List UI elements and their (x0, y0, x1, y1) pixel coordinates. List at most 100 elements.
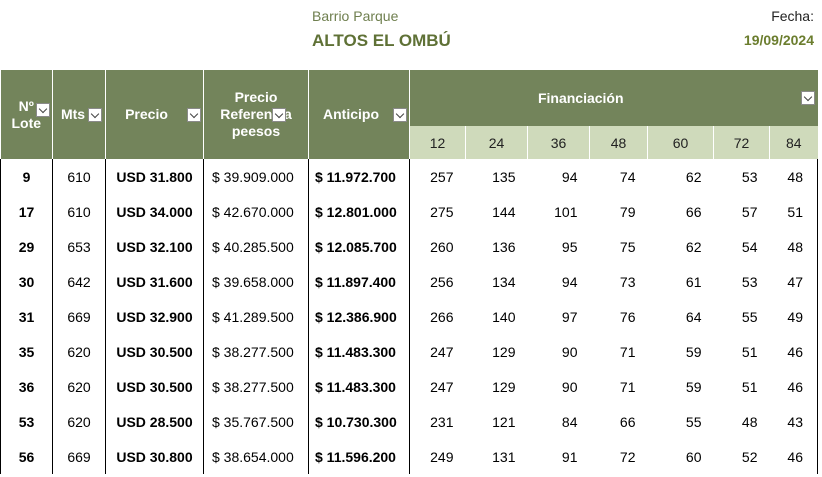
cell-precio: USD 28.500 (105, 404, 204, 439)
filter-dropdown-icon[interactable] (36, 103, 50, 117)
col-header-cuota-12: 12 (409, 126, 466, 159)
cell-cuota: 71 (589, 369, 648, 404)
col-header-anticipo: Anticipo (308, 70, 410, 159)
date-label: Fecha: (771, 8, 814, 24)
filter-dropdown-icon[interactable] (800, 91, 815, 105)
cell-mts: 669 (52, 439, 106, 474)
cell-cuota: 57 (713, 194, 770, 229)
cell-cuota: 247 (409, 334, 466, 369)
table-row: 17 610 USD 34.000 $ 42.670.000 $ 12.801.… (0, 194, 818, 229)
cell-cuota: 266 (409, 299, 466, 334)
cell-precio: USD 31.600 (105, 264, 204, 299)
cell-cuota: 62 (647, 229, 714, 264)
cell-lote: 30 (0, 264, 53, 299)
col-header-cuota-24: 24 (465, 126, 528, 159)
col-header-cuota-36: 36 (527, 126, 590, 159)
cell-cuota: 136 (465, 229, 528, 264)
cell-anticipo: $ 11.897.400 (308, 264, 410, 299)
cell-cuota: 60 (647, 439, 714, 474)
table-row: 56 669 USD 30.800 $ 38.654.000 $ 11.596.… (0, 439, 818, 474)
cell-lote: 29 (0, 229, 53, 264)
filter-dropdown-icon[interactable] (187, 108, 201, 122)
cell-cuota: 46 (769, 369, 818, 404)
cell-cuota: 53 (713, 159, 770, 194)
filter-dropdown-icon[interactable] (272, 108, 286, 122)
cell-cuota: 66 (647, 194, 714, 229)
col-header-cuota-48: 48 (589, 126, 648, 159)
filter-dropdown-icon[interactable] (88, 108, 102, 122)
cell-anticipo: $ 12.801.000 (308, 194, 410, 229)
cell-mts: 620 (52, 404, 106, 439)
cell-cuota: 59 (647, 369, 714, 404)
cell-mts: 653 (52, 229, 106, 264)
cell-cuota: 75 (589, 229, 648, 264)
cell-cuota: 64 (647, 299, 714, 334)
cell-cuota: 46 (769, 334, 818, 369)
cell-cuota: 135 (465, 159, 528, 194)
col-header-cuota-72: 72 (713, 126, 770, 159)
cell-cuota: 256 (409, 264, 466, 299)
cell-cuota: 73 (589, 264, 648, 299)
cell-cuota: 76 (589, 299, 648, 334)
cell-cuota: 61 (647, 264, 714, 299)
col-header-precio: Precio (105, 70, 204, 159)
price-table: Nº Lote Mts Precio Precio Referencia pee… (0, 70, 818, 474)
cell-cuota: 51 (769, 194, 818, 229)
table-row: 35 620 USD 30.500 $ 38.277.500 $ 11.483.… (0, 334, 818, 369)
cell-precio: USD 30.500 (105, 369, 204, 404)
cell-precio: USD 32.900 (105, 299, 204, 334)
cell-cuota: 79 (589, 194, 648, 229)
cell-cuota: 51 (713, 334, 770, 369)
cell-cuota: 55 (647, 404, 714, 439)
date-value: 19/09/2024 (743, 32, 814, 48)
col-header-lote-line2: Lote (11, 114, 42, 131)
col-header-referencia-line3: peesos (231, 123, 281, 139)
cell-referencia: $ 40.285.500 (203, 229, 309, 264)
cell-cuota: 90 (527, 334, 590, 369)
cell-cuota: 94 (527, 159, 590, 194)
cell-cuota: 72 (589, 439, 648, 474)
cell-precio: USD 31.800 (105, 159, 204, 194)
cell-cuota: 91 (527, 439, 590, 474)
cell-cuota: 84 (527, 404, 590, 439)
cell-anticipo: $ 11.483.300 (308, 369, 410, 404)
filter-dropdown-icon[interactable] (393, 108, 407, 122)
cell-cuota: 131 (465, 439, 528, 474)
cell-referencia: $ 38.277.500 (203, 334, 309, 369)
cell-lote: 9 (0, 159, 53, 194)
cell-cuota: 48 (769, 229, 818, 264)
cell-cuota: 71 (589, 334, 648, 369)
cell-cuota: 275 (409, 194, 466, 229)
cell-cuota: 95 (527, 229, 590, 264)
col-header-referencia-line1: Precio (234, 89, 278, 105)
cell-lote: 17 (0, 194, 53, 229)
table-row: 36 620 USD 30.500 $ 38.277.500 $ 11.483.… (0, 369, 818, 404)
cell-precio: USD 32.100 (105, 229, 204, 264)
cell-cuota: 101 (527, 194, 590, 229)
cell-cuota: 140 (465, 299, 528, 334)
cell-cuota: 129 (465, 369, 528, 404)
cell-cuota: 66 (589, 404, 648, 439)
cell-referencia: $ 39.909.000 (203, 159, 309, 194)
table-row: 30 642 USD 31.600 $ 39.658.000 $ 11.897.… (0, 264, 818, 299)
cell-cuota: 59 (647, 334, 714, 369)
table-row: 31 669 USD 32.900 $ 41.289.500 $ 12.386.… (0, 299, 818, 334)
col-header-cuota-60: 60 (647, 126, 714, 159)
col-header-mts: Mts (52, 70, 106, 159)
cell-cuota: 134 (465, 264, 528, 299)
cell-mts: 669 (52, 299, 106, 334)
cell-cuota: 51 (713, 369, 770, 404)
cell-precio: USD 34.000 (105, 194, 204, 229)
cell-mts: 610 (52, 194, 106, 229)
cell-referencia: $ 38.654.000 (203, 439, 309, 474)
cell-cuota: 54 (713, 229, 770, 264)
cell-cuota: 52 (713, 439, 770, 474)
table-row: 53 620 USD 28.500 $ 35.767.500 $ 10.730.… (0, 404, 818, 439)
cell-precio: USD 30.800 (105, 439, 204, 474)
cell-cuota: 43 (769, 404, 818, 439)
col-header-anticipo-label: Anticipo (323, 106, 379, 122)
col-header-lote-line1: Nº (18, 97, 34, 114)
cell-cuota: 257 (409, 159, 466, 194)
cell-mts: 610 (52, 159, 106, 194)
cell-mts: 620 (52, 334, 106, 369)
